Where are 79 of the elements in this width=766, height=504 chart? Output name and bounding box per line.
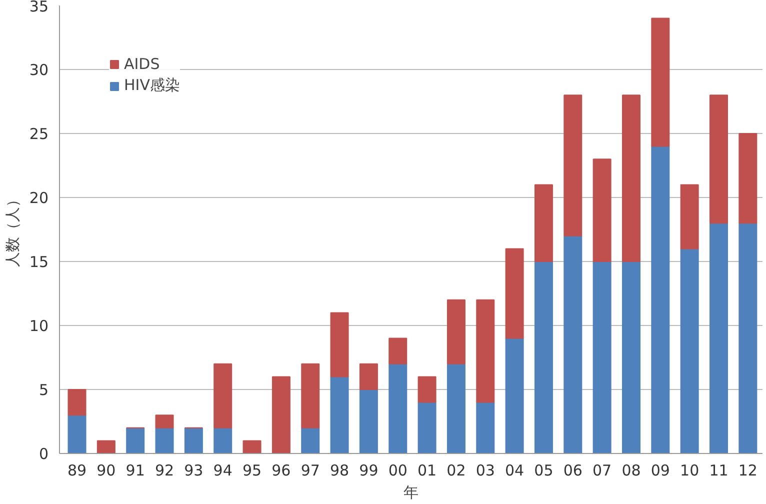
legend-label: HIV感染 — [124, 76, 180, 95]
x-tick-label: 10 — [680, 462, 700, 480]
bar — [214, 427, 232, 454]
bar — [738, 222, 758, 454]
y-tick-label: 5 — [38, 381, 49, 399]
bar — [505, 248, 524, 339]
x-tick-label: 92 — [154, 462, 174, 480]
x-tick-label: 01 — [418, 462, 437, 480]
bar — [534, 261, 553, 454]
bar — [242, 440, 262, 454]
bar — [622, 261, 640, 454]
bar — [301, 427, 320, 454]
x-axis-title: 年 — [404, 484, 418, 502]
x-tick-label: 97 — [300, 462, 320, 480]
x-tick-label: 06 — [563, 462, 582, 480]
bar — [96, 440, 116, 454]
x-tick-label: 93 — [184, 462, 204, 480]
x-tick-label: 96 — [272, 462, 291, 480]
bar — [446, 363, 466, 454]
bar — [709, 94, 728, 224]
bar — [330, 376, 349, 454]
bar — [330, 312, 349, 378]
x-tick-label: 95 — [242, 462, 262, 480]
y-tick-label: 25 — [29, 125, 49, 143]
bar — [418, 402, 436, 454]
bar — [592, 261, 612, 454]
legend-label: AIDS — [124, 55, 160, 73]
bar — [680, 184, 699, 250]
bar — [505, 338, 524, 454]
x-tick-label: 00 — [388, 462, 408, 480]
x-tick-label: 03 — [476, 462, 495, 480]
x-tick-label: 07 — [592, 462, 612, 480]
bar — [68, 414, 86, 454]
bar — [592, 158, 612, 262]
bar — [155, 427, 174, 454]
x-tick-label: 89 — [67, 462, 87, 480]
x-tick-label: 90 — [96, 462, 116, 480]
bar — [184, 427, 203, 454]
x-tick-label: 11 — [709, 462, 728, 480]
y-tick-label: 30 — [29, 61, 49, 79]
bar — [359, 389, 378, 454]
bar — [709, 222, 728, 454]
bar — [418, 376, 436, 403]
bar — [301, 363, 320, 428]
bar — [651, 18, 670, 147]
bar — [359, 363, 378, 390]
y-tick-label: 35 — [29, 0, 49, 16]
y-tick-label: 10 — [29, 317, 49, 335]
x-tick-label: 12 — [738, 462, 758, 480]
x-tick-label: 08 — [622, 462, 641, 480]
bar — [534, 184, 553, 262]
x-tick-label: 04 — [505, 462, 524, 480]
y-axis-title: 人数（人） — [3, 192, 22, 267]
bar — [68, 389, 86, 416]
x-tick-label: 02 — [446, 462, 466, 480]
x-tick-label: 09 — [650, 462, 670, 480]
bar — [476, 299, 495, 403]
y-tick-label: 15 — [29, 253, 49, 271]
bar — [564, 94, 582, 236]
bar — [214, 363, 232, 428]
bar — [126, 427, 145, 454]
bar — [680, 248, 699, 454]
x-tick-label: 94 — [213, 462, 232, 480]
bar — [272, 376, 290, 454]
bar — [651, 146, 670, 454]
y-tick-label: 20 — [29, 189, 49, 207]
x-tick-label: 99 — [359, 462, 378, 480]
y-tick-label: 0 — [38, 445, 49, 463]
bar — [388, 363, 408, 454]
x-tick-label: 05 — [534, 462, 554, 480]
x-tick-label: 91 — [126, 462, 145, 480]
bar — [446, 299, 466, 364]
bar — [476, 402, 495, 454]
bar — [155, 414, 174, 428]
bar — [738, 133, 758, 224]
bar — [564, 235, 582, 454]
bar — [622, 94, 640, 262]
bar — [388, 338, 408, 364]
x-tick-label: 98 — [330, 462, 350, 480]
